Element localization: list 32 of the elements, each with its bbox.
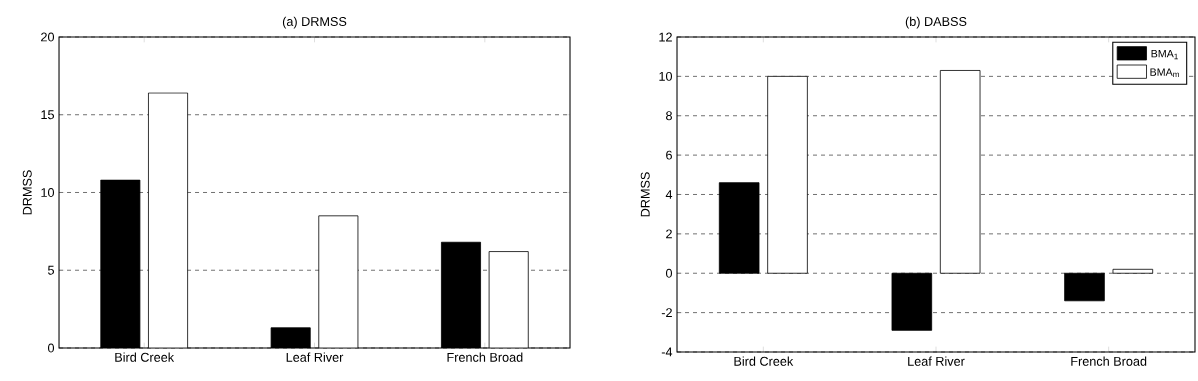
x-tick-label: Leaf River [286, 352, 344, 362]
x-tick-label: French Broad [447, 352, 523, 362]
y-tick-label: 10 [41, 188, 55, 197]
y-tick-label: 0 [665, 268, 673, 278]
y-axis-title: DRMSS [22, 170, 32, 215]
x-tick-label: Bird Creek [115, 352, 175, 362]
bar [767, 75, 808, 274]
legend-label: BMA$_{1}$ [1151, 50, 1178, 60]
y-tick-label: -4 [661, 347, 673, 357]
bar [891, 272, 933, 331]
y-tick-label: 0 [47, 343, 55, 353]
chart-title: (a) DRMSS [282, 16, 347, 29]
x-tick-label: Leaf River [908, 356, 965, 366]
bar [939, 70, 981, 274]
y-axis-title: DRMSS [640, 172, 650, 217]
y-tick-label: 2 [666, 229, 672, 239]
x-tick-label: Bird Creek [734, 356, 794, 366]
y-tick-label: 15 [41, 110, 55, 120]
y-tick-label: -2 [661, 308, 672, 318]
legend-label: BMA$_{m}$ [1150, 68, 1179, 78]
y-tick-label: 20 [41, 32, 55, 42]
y-tick-label: 4 [665, 190, 673, 199]
y-tick-label: 12 [659, 32, 672, 42]
chart-title: (b) DABSS [905, 16, 967, 29]
x-tick-label: French Broad [1071, 356, 1147, 366]
bar [1112, 268, 1154, 274]
y-tick-label: 10 [659, 71, 673, 81]
bar [1064, 272, 1105, 302]
y-tick-label: 5 [47, 265, 55, 275]
y-tick-label: 8 [666, 111, 672, 121]
bar [718, 182, 760, 274]
y-tick-label: 6 [666, 150, 672, 160]
